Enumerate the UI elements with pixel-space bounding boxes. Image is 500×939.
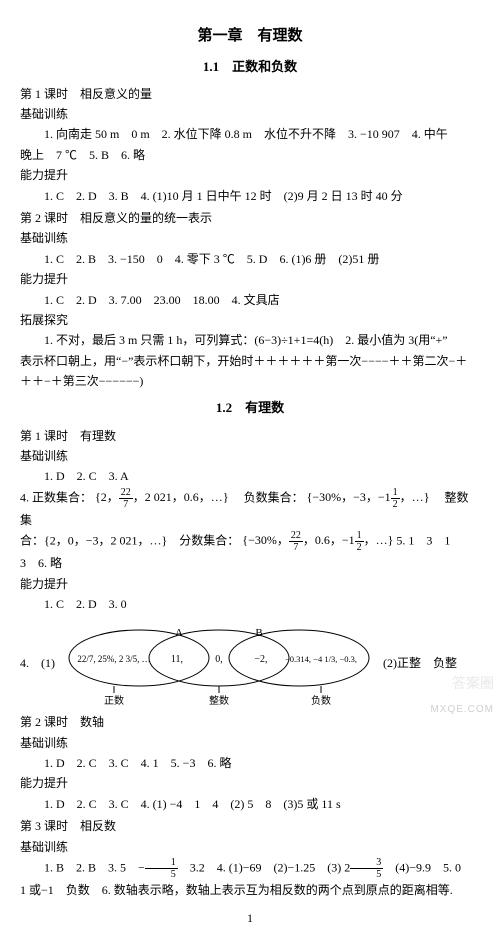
s11-l1-a1: 1. 向南走 50 m 0 m 2. 水位下降 0.8 m 水位不升不降 3. … [20,124,480,144]
chapter-title: 第一章 有理数 [20,24,480,50]
s12-l2-ability: 能力提升 [20,773,480,793]
s12-l3-a1: 1. B 2. B 3. 5 −15 3.2 4. (1)−69 (2)−1.2… [20,857,480,880]
frac-set: {−30%，227，0.6，−112，…} [242,533,393,547]
svg-text:整数: 整数 [209,694,229,707]
s12-l1-b1: 1. C 2. D 3. 0 [20,594,480,614]
s12-l2-b1: 1. D 2. C 3. C 4. (1) −4 1 4 (2) 5 8 (3)… [20,794,480,814]
s11-l2-b1: 1. C 2. D 3. 7.00 23.00 18.00 4. 文具店 [20,290,480,310]
svg-text:B: B [255,627,262,639]
section-1-1-title: 1.1 正数和负数 [20,56,480,78]
q5-answer: 5. 1 3 1 [396,533,450,547]
watermark-badge: 答案圈 [452,672,494,696]
s11-l2-a1: 1. C 2. B 3. −150 0 4. 零下 3 ℃ 5. D 6. (1… [20,249,480,269]
pos-set: {2，227，2 021，0.6，…} [95,490,229,504]
s12-l3-basic: 基础训练 [20,837,480,857]
s12-l2-a1: 1. D 2. C 3. C 4. 1 5. −3 6. 略 [20,753,480,773]
neg-set-label: 负数集合： [232,490,304,504]
s12-l1-a3: 合：{2，0，−3，2 021，…} 分数集合： {−30%，227，0.6，−… [20,530,480,553]
s11-l2-c2: 表示杯口朝上，用“−”表示杯口朝下，开始时＋＋＋＋＋＋第一次−−−−＋＋第二次−… [20,351,480,371]
s12-l1-a4: 3 6. 略 [20,553,480,573]
svg-text:−0.314, −4 1/3, −0.3,: −0.314, −4 1/3, −0.3, [285,654,357,664]
s11-l2-c3: ＋＋−＋第三次−−−−−−) [20,371,480,391]
svg-text:A: A [175,627,183,639]
venn-suffix: (2)正整 负整 [379,653,457,673]
section-1-2-title: 1.2 有理数 [20,397,480,419]
s11-l2-ability: 能力提升 [20,269,480,289]
page-number: 1 [20,908,480,928]
svg-text:11,: 11, [171,654,183,665]
svg-text:22/7, 25%, 2 3/5, …: 22/7, 25%, 2 3/5, … [77,654,150,664]
s12-l1-basic: 基础训练 [20,446,480,466]
s11-l1-basic: 基础训练 [20,104,480,124]
svg-text:0,: 0, [215,654,223,665]
s11-l1-b1: 1. C 2. D 3. B 4. (1)10 月 1 日中午 12 时 (2)… [20,186,480,206]
svg-text:正数: 正数 [104,694,124,707]
s11-l2-extend: 拓展探究 [20,310,480,330]
s12-lesson3: 第 3 课时 相反数 [20,816,480,836]
s11-lesson2: 第 2 课时 相反意义的量的统一表示 [20,208,480,228]
s12-l1-ability: 能力提升 [20,574,480,594]
s11-l1-a2: 晚上 7 ℃ 5. B 6. 略 [20,145,480,165]
watermark-url: MXQE.COM [430,701,494,718]
neg-set: {−30%，−3，−112，…} [307,490,430,504]
pos-set-label: 4. 正数集合： [20,490,92,504]
venn-prefix: 4. (1) [20,653,59,673]
s11-lesson1: 第 1 课时 相反意义的量 [20,84,480,104]
svg-text:−2,: −2, [254,654,267,665]
venn-diagram-row: 4. (1) A B 22/7, 25%, 2 3/5, … 11, 0, −2… [20,618,480,708]
venn-diagram: A B 22/7, 25%, 2 3/5, … 11, 0, −2, −0.31… [59,618,379,708]
s11-l1-ability: 能力提升 [20,165,480,185]
s12-l1-a1: 1. D 2. C 3. A [20,466,480,486]
s11-l2-c1: 1. 不对，最后 3 m 只需 1 h，可列算式：(6−3)÷1+1=4(h) … [20,330,480,350]
s12-l1-a2: 4. 正数集合： {2，227，2 021，0.6，…} 负数集合： {−30%… [20,487,480,530]
s11-l2-basic: 基础训练 [20,228,480,248]
s12-l3-a2: 1 或−1 负数 6. 数轴表示略，数轴上表示互为相反数的两个点到原点的距离相等… [20,880,480,900]
s12-lesson2: 第 2 课时 数轴 [20,712,480,732]
s12-l2-basic: 基础训练 [20,733,480,753]
svg-text:负数: 负数 [311,694,331,707]
int-frac-set-label: 合：{2，0，−3，2 021，…} 分数集合： [20,533,239,547]
s12-lesson1: 第 1 课时 有理数 [20,426,480,446]
